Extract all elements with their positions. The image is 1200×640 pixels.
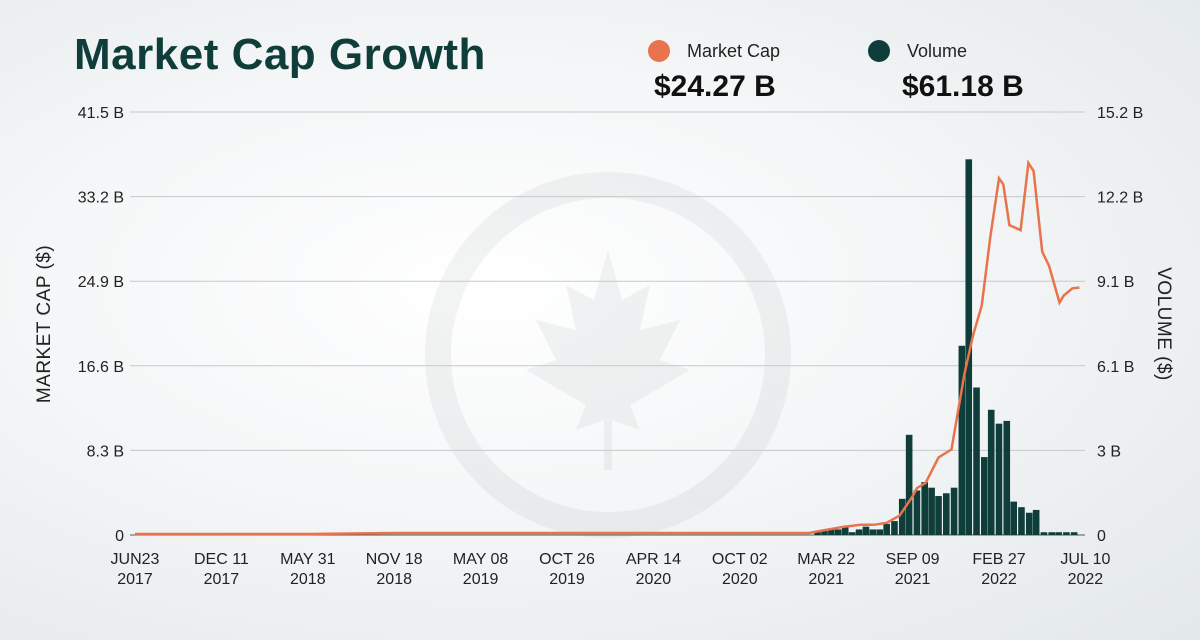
x-tick-label: 2019	[549, 571, 585, 588]
volume-bar	[913, 490, 921, 535]
volume-bar	[883, 523, 890, 535]
legend-volume: Volume $61.18 B	[868, 40, 1024, 104]
x-tick-label: OCT 26	[539, 551, 595, 568]
x-tick-label: MAY 31	[280, 551, 336, 568]
volume-bar	[848, 532, 856, 535]
volume-bar	[935, 496, 942, 535]
legend-volume-value: $61.18 B	[902, 70, 1024, 104]
x-tick-label: 2017	[204, 571, 240, 588]
volume-bar	[1025, 512, 1033, 535]
x-tick-label: 2021	[808, 571, 844, 588]
y-axis-left-title: MARKET CAP ($)	[34, 245, 55, 403]
y2-tick-label: 0	[1097, 528, 1106, 545]
x-tick-label: FEB 27	[972, 551, 1025, 568]
volume-bar	[958, 345, 966, 535]
y-tick-label: 8.3 B	[87, 443, 124, 460]
x-tick-label: 2020	[722, 571, 758, 588]
y2-tick-label: 3 B	[1097, 443, 1121, 460]
volume-bar	[821, 530, 828, 535]
volume-dot-icon	[868, 40, 890, 63]
volume-bar	[855, 529, 863, 535]
volume-bar	[1010, 501, 1017, 535]
volume-bar	[1063, 532, 1070, 535]
y2-tick-label: 12.2 B	[1097, 190, 1143, 207]
volume-bar	[965, 159, 973, 535]
x-tick-label: 2018	[376, 571, 412, 588]
x-tick-label: OCT 02	[712, 551, 768, 568]
y2-tick-label: 9.1 B	[1097, 274, 1134, 291]
y-axis-left-ticks: 0 8.3 B 16.6 B 24.9 B 33.2 B 41.5 B	[78, 105, 124, 545]
y-tick-label: 0	[115, 528, 124, 545]
market-cap-line	[135, 159, 1080, 536]
y-axis-right-title: VOLUME ($)	[1153, 267, 1174, 381]
volume-bar	[869, 529, 877, 535]
volume-bar	[981, 457, 988, 535]
volume-bar	[950, 487, 958, 535]
volume-bar	[973, 387, 980, 535]
volume-bar	[942, 493, 950, 535]
x-tick-label: DEC 11	[194, 551, 249, 568]
y-tick-label: 24.9 B	[78, 274, 124, 291]
volume-bar	[862, 526, 870, 535]
volume-bar	[898, 498, 906, 535]
y-tick-label: 33.2 B	[78, 190, 124, 207]
x-tick-label: 2019	[463, 571, 499, 588]
volume-bar	[1048, 532, 1056, 535]
legend-volume-label: Volume	[907, 40, 968, 61]
x-tick-label: 2020	[636, 571, 672, 588]
legend-market-cap-value: $24.27 B	[654, 70, 776, 104]
x-tick-label: MAR 22	[797, 551, 855, 568]
x-tick-label: JUL 10	[1060, 551, 1110, 568]
y-tick-label: 16.6 B	[78, 359, 124, 376]
legend-market-cap: Market Cap $24.27 B	[648, 40, 780, 104]
volume-bars	[814, 159, 1078, 535]
volume-bar	[905, 434, 913, 535]
x-tick-label: APR 14	[626, 551, 681, 568]
legend-market-cap-label: Market Cap	[687, 40, 781, 61]
volume-bar	[834, 529, 842, 535]
volume-bar	[876, 529, 884, 535]
volume-bar	[814, 532, 821, 535]
x-tick-label: 2021	[895, 571, 931, 588]
volume-bar	[921, 482, 928, 535]
grid-lines	[130, 111, 1085, 536]
volume-bar	[841, 526, 849, 535]
volume-bar	[828, 529, 835, 535]
volume-bar	[987, 409, 995, 535]
volume-bar	[1032, 509, 1040, 535]
x-tick-label: NOV 18	[366, 551, 423, 568]
y2-tick-label: 15.2 B	[1097, 105, 1143, 122]
y-axis-right-ticks: 0 3 B 6.1 B 9.1 B 12.2 B 15.2 B	[1097, 105, 1143, 545]
volume-bar	[1055, 532, 1062, 535]
x-tick-label: JUN23	[111, 551, 160, 568]
x-tick-label: 2022	[1068, 571, 1104, 588]
x-tick-label: 2017	[117, 571, 153, 588]
maple-leaf-watermark-icon	[425, 172, 791, 538]
volume-bar	[928, 487, 935, 535]
chart-title: Market Cap Growth	[74, 30, 486, 79]
volume-bar	[891, 521, 898, 535]
volume-bar	[1070, 532, 1078, 535]
volume-bar	[1018, 507, 1025, 535]
volume-bar	[995, 423, 1003, 535]
y-tick-label: 41.5 B	[78, 105, 124, 122]
volume-bar	[1040, 532, 1048, 535]
volume-bar	[1003, 420, 1011, 535]
x-tick-label: 2022	[981, 571, 1017, 588]
y2-tick-label: 6.1 B	[1097, 359, 1134, 376]
market-cap-dot-icon	[648, 40, 670, 63]
x-axis-ticks: JUN23 2017 DEC 11 2017 MAY 31 2018 NOV 18 2018 M…	[111, 551, 1111, 588]
x-tick-label: MAY 08	[453, 551, 509, 568]
x-tick-label: 2018	[290, 571, 326, 588]
x-tick-label: SEP 09	[886, 551, 940, 568]
